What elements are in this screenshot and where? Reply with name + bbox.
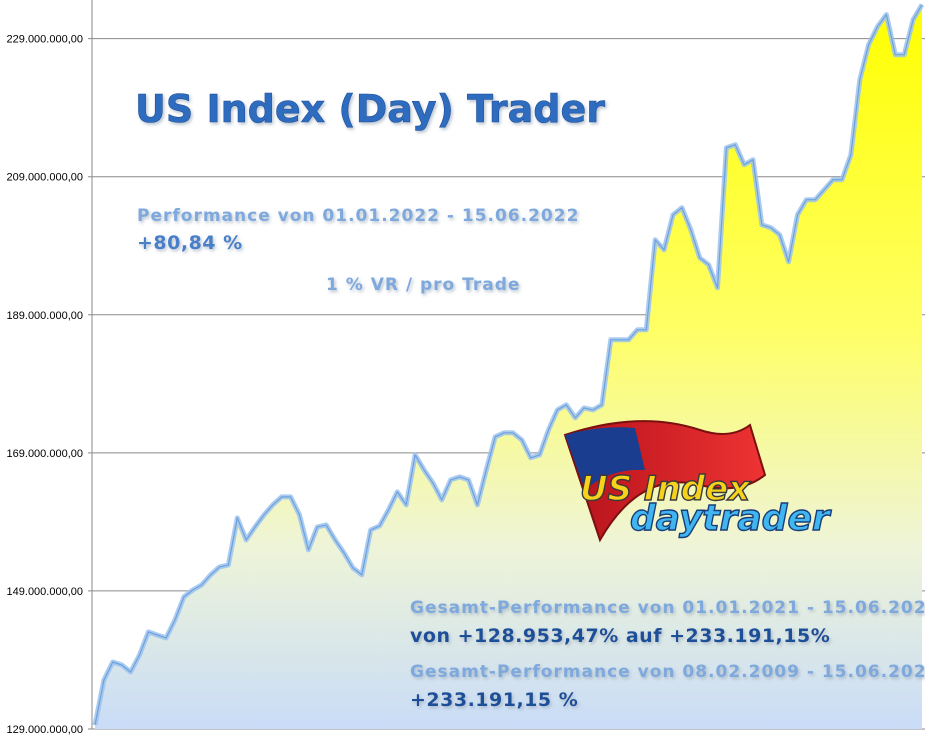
annotation: Performance von 01.01.2022 - 15.06.2022 xyxy=(137,206,579,226)
grid: 129.000.000,00 149.000.000,00 169.000.000,… xyxy=(7,0,925,736)
annotation: Gesamt-Performance von 08.02.2009 - 15.0… xyxy=(410,662,925,682)
annotation: von +128.953,47% auf +233.191,15% xyxy=(410,625,830,647)
logo-text: daytrader xyxy=(630,498,832,539)
annotation: +233.191,15 % xyxy=(410,689,578,711)
logo-text: US Index xyxy=(580,469,751,509)
annotation: +80,84 % xyxy=(137,232,243,254)
y-tick-label: 209.000.000,00 xyxy=(7,172,83,184)
chart-title: US Index (Day) Trader xyxy=(135,87,605,131)
y-tick-label: 189.000.000,00 xyxy=(7,310,83,322)
annotation: Gesamt-Performance von 01.01.2021 - 15.0… xyxy=(410,598,925,618)
line xyxy=(94,4,923,726)
annotation: 1 % VR / pro Trade xyxy=(326,275,520,295)
plot xyxy=(92,3,925,730)
y-tick-label: 169.000.000,00 xyxy=(7,448,83,460)
area xyxy=(95,4,922,730)
logo: US Index daytrader xyxy=(563,420,833,543)
y-tick-label: 149.000.000,00 xyxy=(7,586,83,598)
y-tick-label: 229.000.000,00 xyxy=(7,34,83,46)
flag-stars xyxy=(565,427,645,490)
y-tick-label: 129.000.000,00 xyxy=(7,724,83,736)
